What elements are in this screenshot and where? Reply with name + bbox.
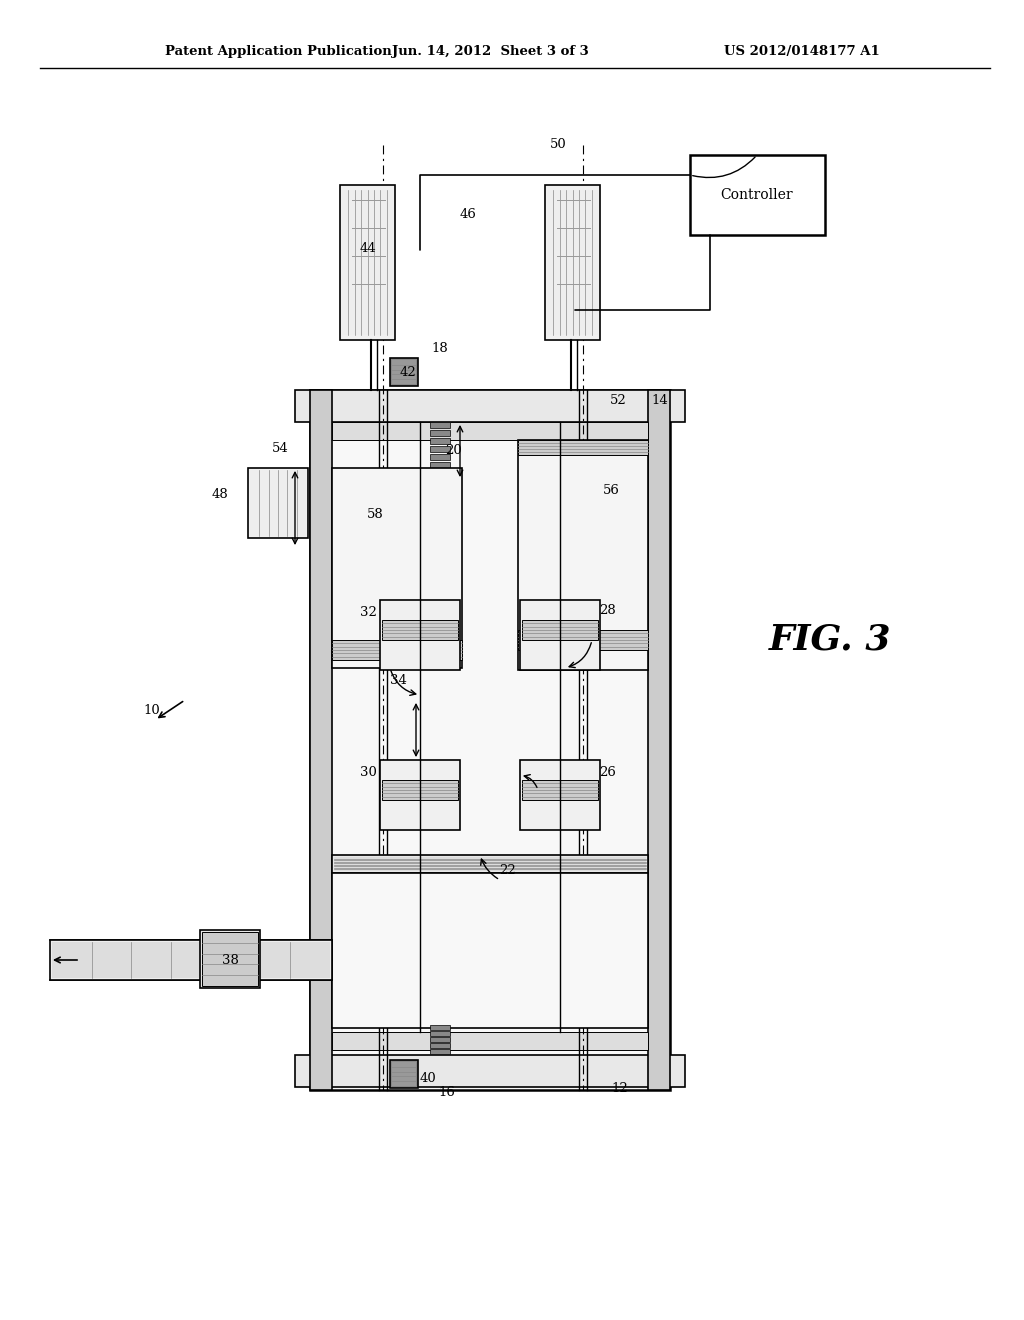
- Bar: [522, 780, 598, 800]
- Bar: [334, 857, 646, 871]
- Bar: [518, 630, 648, 649]
- Text: 54: 54: [271, 441, 289, 454]
- Text: 32: 32: [359, 606, 377, 619]
- Bar: [392, 360, 416, 384]
- Bar: [332, 640, 462, 660]
- Bar: [430, 454, 450, 459]
- Text: 22: 22: [500, 863, 516, 876]
- Bar: [390, 358, 418, 385]
- Text: Patent Application Publication: Patent Application Publication: [165, 45, 392, 58]
- Bar: [52, 942, 330, 978]
- Bar: [295, 389, 685, 422]
- Bar: [332, 1032, 648, 1049]
- Bar: [390, 1060, 418, 1088]
- Bar: [520, 601, 600, 671]
- Bar: [545, 185, 600, 341]
- Bar: [430, 1026, 450, 1030]
- Text: Jun. 14, 2012  Sheet 3 of 3: Jun. 14, 2012 Sheet 3 of 3: [391, 45, 589, 58]
- Text: 58: 58: [367, 508, 383, 521]
- Text: 26: 26: [600, 766, 616, 779]
- Bar: [430, 438, 450, 444]
- Bar: [430, 1031, 450, 1036]
- Text: 14: 14: [651, 393, 669, 407]
- Text: Controller: Controller: [721, 187, 794, 202]
- Text: 44: 44: [359, 242, 377, 255]
- Text: FIG. 3: FIG. 3: [769, 623, 891, 657]
- Bar: [430, 430, 450, 436]
- Text: 56: 56: [602, 483, 620, 496]
- Text: 52: 52: [609, 393, 627, 407]
- Text: 34: 34: [389, 673, 407, 686]
- Bar: [200, 931, 260, 987]
- Bar: [332, 422, 648, 440]
- Text: 30: 30: [359, 766, 377, 779]
- Bar: [50, 940, 332, 979]
- Text: 48: 48: [212, 488, 228, 502]
- Bar: [380, 760, 460, 830]
- Bar: [522, 620, 598, 640]
- Text: 18: 18: [432, 342, 449, 355]
- Bar: [295, 1055, 685, 1086]
- Bar: [332, 469, 462, 668]
- Text: 38: 38: [221, 953, 239, 966]
- Bar: [430, 422, 450, 428]
- Bar: [382, 620, 458, 640]
- Text: US 2012/0148177 A1: US 2012/0148177 A1: [724, 45, 880, 58]
- Text: 40: 40: [420, 1072, 436, 1085]
- Text: 50: 50: [550, 139, 566, 152]
- Bar: [430, 462, 450, 469]
- Bar: [248, 469, 308, 539]
- Bar: [310, 389, 332, 1090]
- Bar: [310, 389, 670, 1090]
- Bar: [332, 855, 648, 873]
- Bar: [690, 154, 825, 235]
- Bar: [430, 1043, 450, 1048]
- Text: 46: 46: [460, 209, 476, 222]
- Text: 20: 20: [444, 444, 462, 457]
- Bar: [382, 780, 458, 800]
- Bar: [520, 760, 600, 830]
- Text: 10: 10: [143, 704, 161, 717]
- Text: 28: 28: [600, 603, 616, 616]
- Bar: [430, 446, 450, 451]
- Bar: [380, 601, 460, 671]
- Bar: [430, 470, 450, 477]
- Bar: [202, 932, 258, 986]
- Bar: [430, 1049, 450, 1053]
- Bar: [430, 1038, 450, 1041]
- Bar: [332, 873, 648, 1028]
- Text: 16: 16: [438, 1086, 456, 1100]
- Text: 42: 42: [399, 367, 417, 380]
- Bar: [648, 389, 670, 1090]
- Bar: [340, 185, 395, 341]
- Bar: [547, 190, 598, 335]
- Bar: [518, 440, 648, 455]
- Bar: [392, 1063, 416, 1086]
- Bar: [342, 190, 393, 335]
- Text: 12: 12: [611, 1081, 629, 1094]
- Bar: [250, 470, 306, 536]
- Bar: [518, 440, 648, 671]
